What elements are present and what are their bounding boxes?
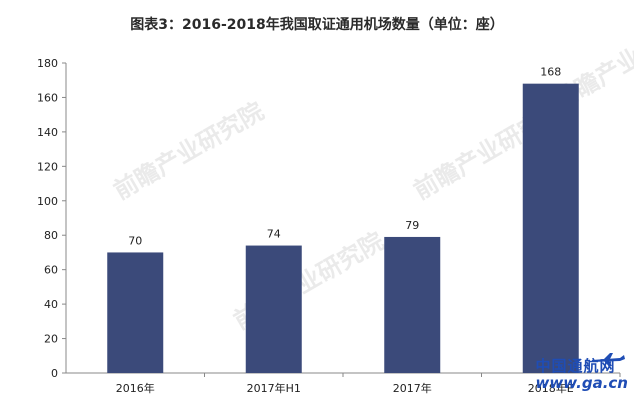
x-tick-label: 2018年E	[528, 381, 574, 395]
chart-title: 图表3：2016-2018年我国取证通用机场数量（单位：座）	[130, 17, 504, 33]
watermark-0: 前瞻产业研究院	[109, 97, 268, 205]
x-tick-label: 2017年	[393, 381, 432, 395]
y-tick-label: 60	[44, 264, 58, 277]
data-label: 74	[267, 228, 281, 241]
site-logo: 中国通航网 www.ga.cn	[535, 353, 628, 392]
y-tick-label: 180	[37, 57, 58, 70]
y-tick-label: 40	[44, 298, 58, 311]
data-label: 168	[540, 66, 561, 79]
y-tick-label: 20	[44, 333, 58, 346]
site-url: www.ga.cn	[535, 374, 628, 392]
bar	[522, 83, 579, 374]
y-tick-label: 160	[37, 91, 58, 104]
x-tick-label: 2017年H1	[247, 381, 301, 395]
y-tick-label: 140	[37, 126, 58, 139]
y-tick-label: 0	[51, 367, 58, 380]
y-tick-label: 100	[37, 195, 58, 208]
bar	[107, 252, 164, 373]
bar	[384, 236, 441, 373]
y-tick-label: 120	[37, 160, 58, 173]
y-tick-label: 80	[44, 229, 58, 242]
bar	[245, 245, 302, 373]
data-label: 70	[128, 234, 142, 247]
data-label: 79	[405, 219, 419, 232]
x-tick-label: 2016年	[116, 381, 155, 395]
airplane-icon	[592, 353, 625, 366]
